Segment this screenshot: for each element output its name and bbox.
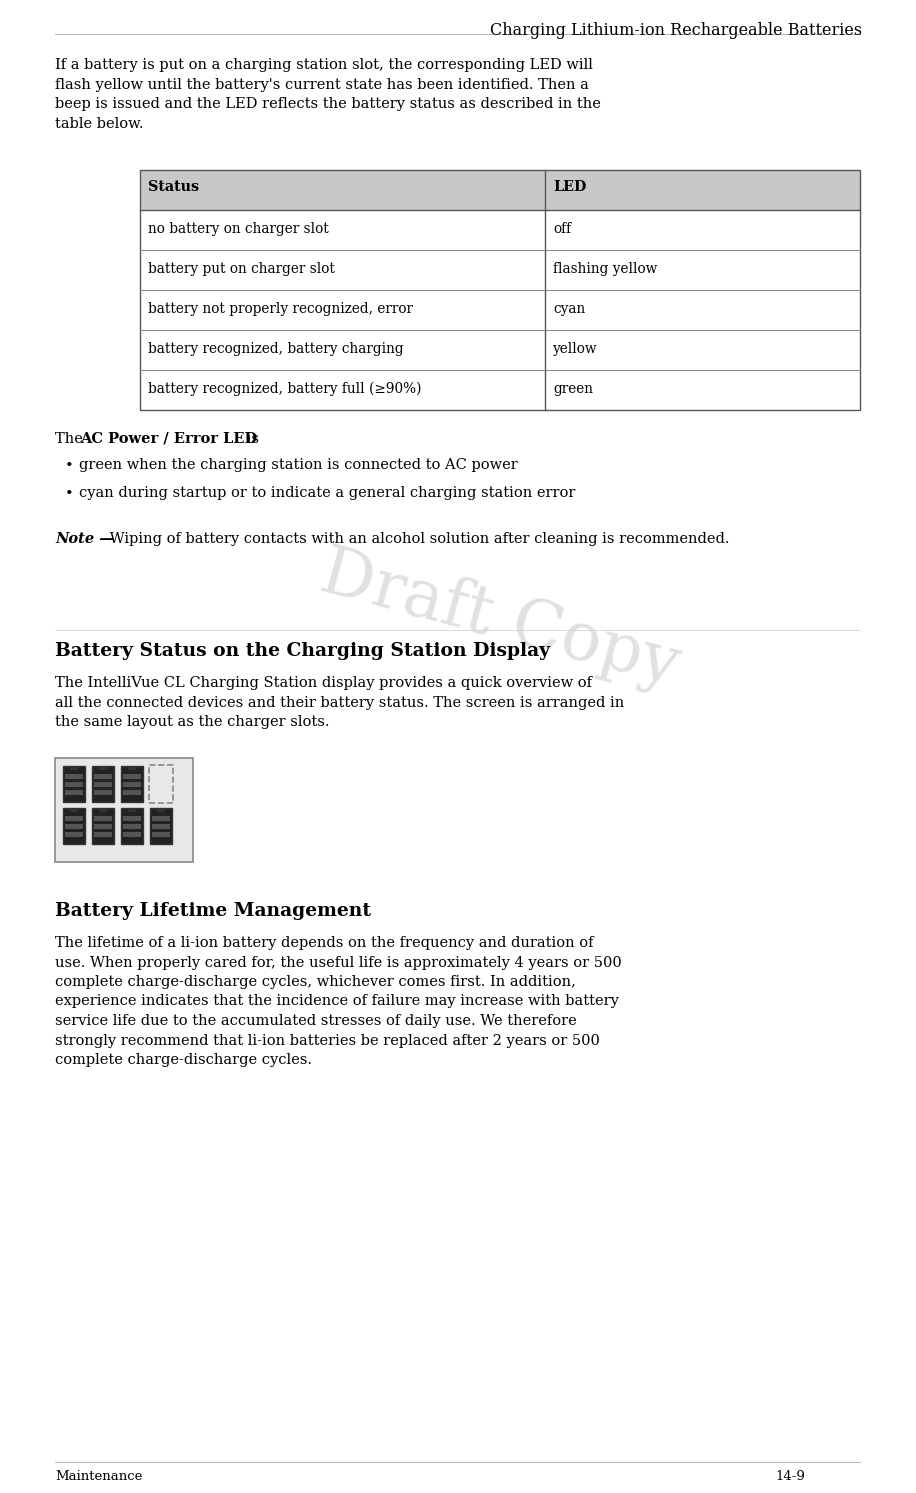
- Bar: [55, 758, 193, 861]
- Bar: [152, 817, 170, 821]
- Text: Draft Copy: Draft Copy: [313, 540, 687, 700]
- Bar: [157, 808, 166, 812]
- Text: •: •: [65, 458, 73, 473]
- Text: Status: Status: [148, 181, 199, 194]
- Text: The lifetime of a li-ion battery depends on the frequency and duration of
use. W: The lifetime of a li-ion battery depends…: [55, 936, 622, 1067]
- Bar: [127, 808, 136, 812]
- Text: 14-9: 14-9: [775, 1471, 805, 1483]
- Bar: [99, 766, 107, 770]
- Bar: [65, 817, 83, 821]
- Bar: [94, 824, 112, 829]
- Bar: [152, 824, 170, 829]
- Text: battery recognized, battery full (≥90%): battery recognized, battery full (≥90%): [148, 382, 421, 396]
- Text: Battery Status on the Charging Station Display: Battery Status on the Charging Station D…: [55, 642, 551, 660]
- Bar: [65, 832, 83, 838]
- Bar: [65, 782, 83, 787]
- Text: AC Power / Error LED: AC Power / Error LED: [80, 431, 257, 446]
- Text: Battery Lifetime Management: Battery Lifetime Management: [55, 902, 371, 920]
- Bar: [65, 773, 83, 779]
- Bar: [123, 773, 141, 779]
- Text: green when the charging station is connected to AC power: green when the charging station is conne…: [79, 458, 518, 472]
- Bar: [94, 782, 112, 787]
- Bar: [140, 170, 860, 411]
- Bar: [99, 808, 107, 812]
- Bar: [123, 790, 141, 794]
- Bar: [94, 773, 112, 779]
- Bar: [123, 782, 141, 787]
- Text: battery put on charger slot: battery put on charger slot: [148, 261, 335, 276]
- Text: cyan: cyan: [553, 302, 585, 317]
- Bar: [152, 832, 170, 838]
- Bar: [92, 808, 114, 844]
- Text: Wiping of battery contacts with an alcohol solution after cleaning is recommende: Wiping of battery contacts with an alcoh…: [105, 532, 729, 546]
- Text: yellow: yellow: [553, 342, 597, 355]
- Bar: [94, 817, 112, 821]
- Text: flashing yellow: flashing yellow: [553, 261, 658, 276]
- Bar: [127, 766, 136, 770]
- Bar: [123, 832, 141, 838]
- Text: Charging Lithium-ion Rechargeable Batteries: Charging Lithium-ion Rechargeable Batter…: [490, 22, 862, 39]
- Text: Maintenance: Maintenance: [55, 1471, 142, 1483]
- Text: off: off: [553, 222, 571, 236]
- Bar: [63, 808, 85, 844]
- Bar: [121, 766, 143, 802]
- Bar: [70, 808, 79, 812]
- Text: battery not properly recognized, error: battery not properly recognized, error: [148, 302, 413, 317]
- Bar: [65, 790, 83, 794]
- Bar: [94, 790, 112, 794]
- Text: is: is: [242, 431, 259, 446]
- Bar: [123, 817, 141, 821]
- Text: battery recognized, battery charging: battery recognized, battery charging: [148, 342, 404, 355]
- Bar: [94, 832, 112, 838]
- Bar: [92, 766, 114, 802]
- Bar: [121, 808, 143, 844]
- Bar: [150, 808, 172, 844]
- Text: If a battery is put on a charging station slot, the corresponding LED will
flash: If a battery is put on a charging statio…: [55, 58, 601, 130]
- Text: •: •: [65, 487, 73, 502]
- Bar: [63, 766, 85, 802]
- Bar: [140, 170, 860, 211]
- Bar: [70, 766, 79, 770]
- Text: green: green: [553, 382, 593, 396]
- Text: Note —: Note —: [55, 532, 114, 546]
- Bar: [65, 824, 83, 829]
- Text: no battery on charger slot: no battery on charger slot: [148, 222, 329, 236]
- Bar: [123, 824, 141, 829]
- Text: cyan during startup or to indicate a general charging station error: cyan during startup or to indicate a gen…: [79, 487, 575, 500]
- Text: LED: LED: [553, 181, 586, 194]
- Text: The IntelliVue CL Charging Station display provides a quick overview of
all the : The IntelliVue CL Charging Station displ…: [55, 676, 624, 729]
- Text: The: The: [55, 431, 88, 446]
- Bar: [149, 764, 173, 803]
